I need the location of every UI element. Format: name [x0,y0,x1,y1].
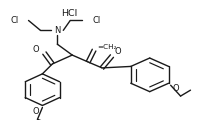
Text: =CH₂: =CH₂ [97,44,117,50]
Text: HCl: HCl [61,9,77,18]
Text: O: O [33,45,39,54]
Text: O: O [33,107,39,116]
Text: Cl: Cl [92,16,100,25]
Text: Cl: Cl [11,16,19,25]
Text: O: O [173,84,179,93]
Text: O: O [115,47,121,56]
Text: N: N [54,26,60,35]
